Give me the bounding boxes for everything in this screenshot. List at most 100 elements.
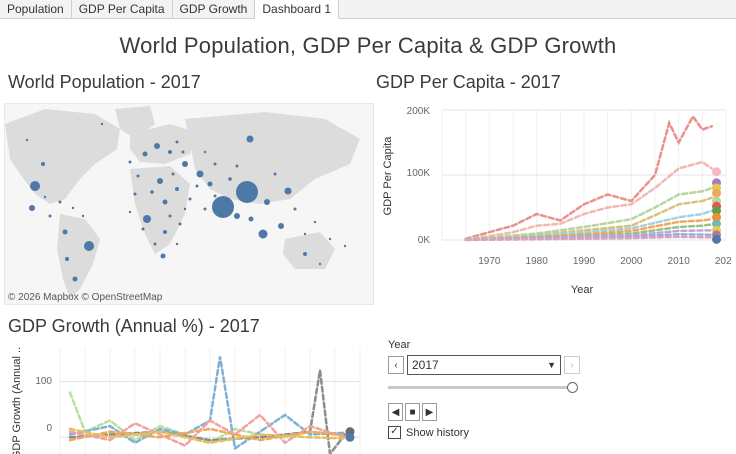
stop-button[interactable]: ■ xyxy=(405,403,420,421)
play-back-icon: ◀ xyxy=(391,406,400,418)
series-line-s2[interactable] xyxy=(464,160,714,241)
chevron-left-icon: ‹ xyxy=(394,359,398,371)
chevron-right-icon: › xyxy=(570,359,574,371)
endpoint-mark[interactable] xyxy=(712,206,722,216)
bubble-ethiopia xyxy=(162,199,168,205)
bubble-usa xyxy=(30,181,40,191)
x-tick-label: 1970 xyxy=(478,256,501,267)
growth-y-tick-0: 0 xyxy=(46,423,52,434)
show-history-checkbox[interactable]: ✓ xyxy=(388,426,401,439)
prev-year-button[interactable]: ‹ xyxy=(388,356,404,374)
bubble-indonesia xyxy=(258,229,268,239)
gdp-y-tick-200k: 200K xyxy=(407,106,431,117)
land-north-america xyxy=(5,109,120,204)
dashboard-title: World Population, GDP Per Capita & GDP G… xyxy=(119,33,617,58)
bubble-pakistan xyxy=(207,181,213,187)
gdp-y-axis-title: GDP Per Capita xyxy=(382,136,394,216)
land-africa xyxy=(130,166,190,254)
playback-controls: ◀ ■ ▶ xyxy=(388,403,588,421)
year-slider-thumb[interactable] xyxy=(567,382,578,393)
next-year-button[interactable]: › xyxy=(564,356,580,374)
series-line-s1[interactable] xyxy=(464,114,714,240)
x-tick-label: 2020 xyxy=(715,256,732,267)
year-filter: Year ‹ 2017 ▼ › ◀ ■ ▶ ✓ Show history xyxy=(388,339,588,439)
play-back-button[interactable]: ◀ xyxy=(388,403,403,421)
map-title: World Population - 2017 xyxy=(8,72,201,92)
land-asia xyxy=(185,112,360,204)
bubble-philippines xyxy=(278,223,284,229)
show-history-label: Show history xyxy=(406,426,469,439)
bubble-brazil xyxy=(84,241,94,251)
endpoint-mark[interactable] xyxy=(712,219,722,229)
year-slider[interactable] xyxy=(388,381,578,393)
bubble-poland xyxy=(168,150,172,154)
growth-y-axis-title: GDP Growth (Annual .. xyxy=(11,347,23,454)
population-bubbles xyxy=(25,122,347,282)
series-line-s10[interactable] xyxy=(464,235,714,242)
bubble-colombia xyxy=(62,229,68,235)
land-shapes xyxy=(5,106,360,299)
gdp-per-capita-chart[interactable]: 200K 100K 0K 1970 1980 1990 2000 2010 2020 Ye… xyxy=(376,98,732,303)
series-line-g2[interactable] xyxy=(68,356,347,451)
bubble-vietnam xyxy=(248,216,254,222)
bubble-congo xyxy=(163,230,167,234)
bubble-kenya xyxy=(175,187,179,191)
play-forward-button[interactable]: ▶ xyxy=(422,403,437,421)
land-australia xyxy=(283,232,335,269)
year-select[interactable]: 2017 ▼ xyxy=(407,355,561,375)
bubble-peru xyxy=(65,257,69,261)
stop-icon: ■ xyxy=(409,406,416,418)
tab-gdp-per-capita[interactable]: GDP Per Capita xyxy=(72,0,173,18)
endpoint-mark[interactable] xyxy=(345,432,355,442)
x-tick-label: 2010 xyxy=(668,256,691,267)
bubble-germany xyxy=(154,143,160,149)
bubble-nigeria xyxy=(143,215,151,223)
gdp-per-capita-title: GDP Per Capita - 2017 xyxy=(376,72,561,92)
endpoint-mark[interactable] xyxy=(712,188,722,198)
bubble-canada xyxy=(41,162,45,166)
show-history-toggle[interactable]: ✓ Show history xyxy=(388,426,588,439)
growth-series-lines xyxy=(68,356,347,454)
x-tick-label: 1980 xyxy=(526,256,549,267)
bubble-mexico xyxy=(29,205,35,211)
bubble-russia xyxy=(246,135,254,143)
endpoint-mark[interactable] xyxy=(712,212,722,222)
map-canvas xyxy=(5,106,360,299)
bubble-china xyxy=(236,181,258,203)
gdp-growth-chart[interactable]: 100 0 GDP Growth (Annual .. xyxy=(4,343,370,454)
tab-population[interactable]: Population xyxy=(0,0,72,18)
gdp-y-tick-0k: 0K xyxy=(418,235,431,246)
series-line-g5[interactable] xyxy=(68,427,347,442)
endpoint-mark[interactable] xyxy=(712,234,722,244)
bubble-kazakhstan xyxy=(235,164,239,168)
tab-bar: Population GDP Per Capita GDP Growth Das… xyxy=(0,0,736,19)
year-slider-track xyxy=(388,386,574,389)
x-tick-label: 1990 xyxy=(573,256,596,267)
bubble-egypt xyxy=(157,178,163,184)
tab-dashboard-1[interactable]: Dashboard 1 xyxy=(255,0,340,19)
land-south-america xyxy=(57,214,100,299)
gdp-series-lines xyxy=(464,114,714,242)
gdp-growth-title: GDP Growth (Annual %) - 2017 xyxy=(8,316,260,336)
play-forward-icon: ▶ xyxy=(425,406,434,418)
gdp-x-ticks: 1970 1980 1990 2000 2010 2020 xyxy=(478,256,732,267)
endpoint-mark[interactable] xyxy=(712,167,722,177)
map-attribution[interactable]: © 2026 Mapbox © OpenStreetMap xyxy=(8,292,163,303)
x-tick-label: 2000 xyxy=(620,256,643,267)
caret-down-icon: ▼ xyxy=(547,360,556,370)
bubble-south-africa xyxy=(160,253,166,259)
year-filter-label: Year xyxy=(388,339,411,351)
gdp-x-axis-title: Year xyxy=(571,284,594,296)
series-line-g6[interactable] xyxy=(68,427,347,445)
growth-endpoints xyxy=(345,427,355,442)
world-population-map[interactable]: © 2026 Mapbox © OpenStreetMap xyxy=(4,103,374,305)
bubble-bangladesh xyxy=(234,213,240,219)
bubble-australia xyxy=(303,252,307,256)
tab-gdp-growth[interactable]: GDP Growth xyxy=(173,0,256,18)
bubble-turkey xyxy=(182,161,188,167)
growth-y-tick-100: 100 xyxy=(35,376,52,387)
bubble-korea xyxy=(264,199,270,205)
gdp-endpoints xyxy=(712,167,722,244)
bubble-iran xyxy=(196,170,204,178)
bubble-argentina xyxy=(72,276,78,282)
